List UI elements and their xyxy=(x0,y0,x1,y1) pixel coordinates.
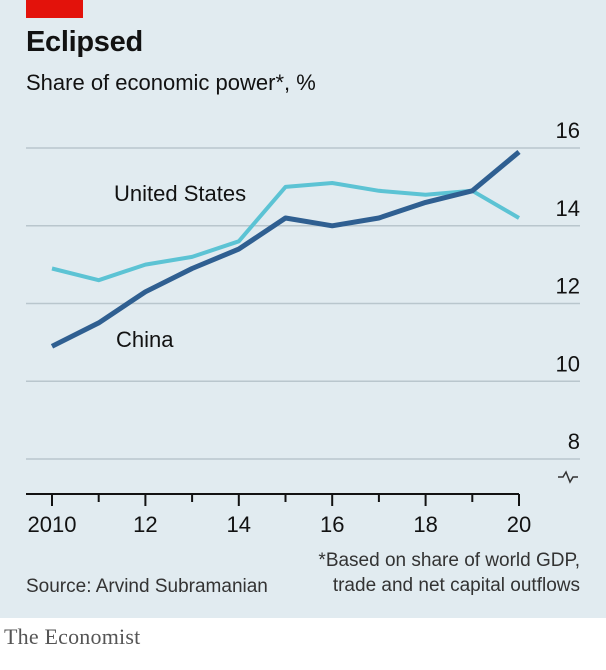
x-tick-label-2020: 20 xyxy=(507,512,531,537)
series-lines xyxy=(50,149,521,349)
series-line-united-states xyxy=(51,181,521,283)
accent-tag xyxy=(26,0,83,18)
x-tick-label-2010: 2010 xyxy=(28,512,77,537)
brand-logo: The Economist xyxy=(4,624,141,649)
series-label-united-states: United States xyxy=(114,181,246,206)
series-line-china xyxy=(50,149,521,349)
gridlines xyxy=(26,147,580,460)
axis-break-icon xyxy=(558,470,578,484)
series-label-china: China xyxy=(116,327,174,352)
chart-panel: Eclipsed Share of economic power*, % 8 10… xyxy=(0,0,606,618)
chart-subtitle: Share of economic power*, % xyxy=(26,70,316,95)
y-tick-label-8: 8 xyxy=(568,429,580,454)
x-tick-label-2012: 12 xyxy=(133,512,157,537)
x-tick-label-2016: 16 xyxy=(320,512,344,537)
y-tick-labels: 8 10 12 14 16 xyxy=(556,118,580,484)
source-note: Source: Arvind Subramanian xyxy=(26,576,268,597)
y-tick-label-10: 10 xyxy=(556,351,580,376)
chart-title: Eclipsed xyxy=(26,26,143,58)
x-axis: 2010 12 14 16 18 20 xyxy=(26,493,531,537)
line-chart: 8 10 12 14 16 2010 12 14 16 18 20 United States Ch… xyxy=(26,118,580,537)
x-tick-label-2014: 14 xyxy=(227,512,251,537)
footnote: *Based on share of world GDP, trade and … xyxy=(318,550,580,596)
x-tick-label-2018: 18 xyxy=(413,512,437,537)
y-tick-label-12: 12 xyxy=(556,274,580,299)
series-labels: United States China xyxy=(114,181,246,352)
y-tick-label-14: 14 xyxy=(556,196,580,221)
y-tick-label-16: 16 xyxy=(556,118,580,143)
